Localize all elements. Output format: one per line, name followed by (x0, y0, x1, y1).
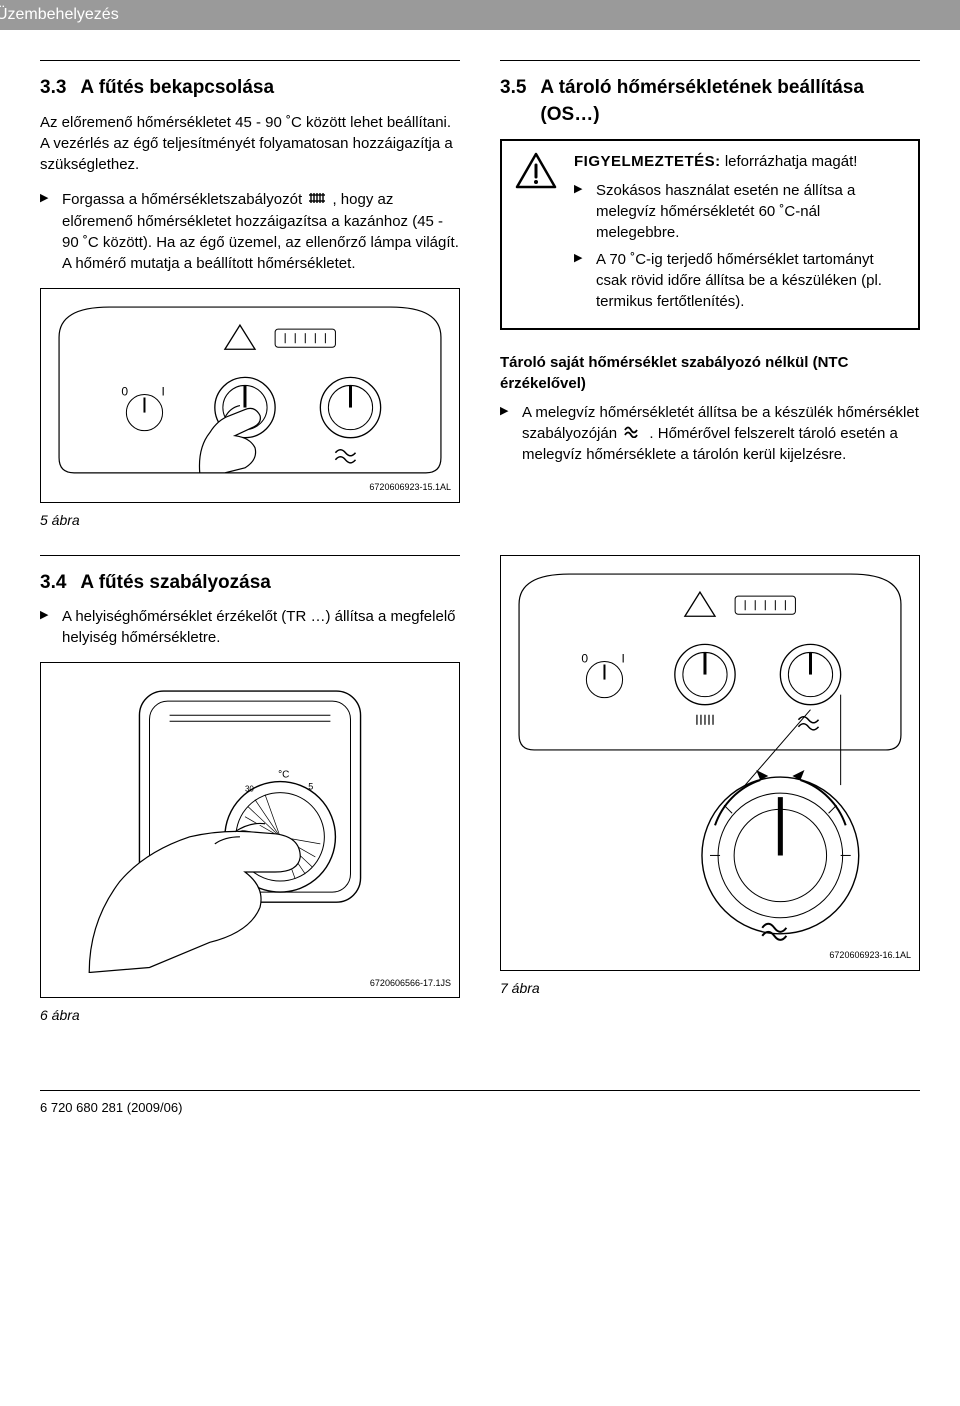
left-column-2: 3.4 A fűtés szabályozása A helyiséghőmér… (40, 555, 460, 1050)
figure-6-code: 6720606566-17.1JS (49, 977, 451, 990)
section-title: A fűtés szabályozása (80, 570, 460, 597)
warning-bullet: Szokásos használat esetén ne állítsa a m… (574, 180, 906, 243)
svg-text:I: I (622, 651, 625, 665)
svg-text:I: I (162, 384, 165, 398)
page-header: 6 | Üzembehelyezés HU (0, 0, 960, 30)
wave-icon (624, 423, 642, 444)
section-3-3-steps: Forgassa a hőmérsékletszabályozót , hogy… (40, 189, 460, 274)
rule (40, 555, 460, 556)
warning-bullets: Szokásos használat esetén ne állítsa a m… (574, 180, 906, 312)
boiler-panel-detail-illustration: 0I (509, 564, 911, 946)
section-number: 3.4 (40, 570, 66, 597)
warning-title: FIGYELMEZTETÉS: (574, 153, 721, 170)
svg-text:°C: °C (278, 770, 289, 781)
section-number: 3.3 (40, 75, 66, 102)
step-item: Forgassa a hőmérsékletszabályozót , hogy… (40, 189, 460, 274)
warning-subtitle: leforrázhatja magát! (725, 153, 858, 170)
header-left: 6 | Üzembehelyezés (0, 4, 119, 26)
figure-6-caption: 6 ábra (40, 1006, 460, 1026)
step-item: A melegvíz hőmérsékletét állítsa be a ké… (500, 402, 920, 466)
svg-text:30: 30 (245, 785, 254, 794)
thermostat-illustration: °C 5 30 (49, 671, 451, 973)
svg-text:0: 0 (581, 651, 588, 665)
rule (500, 60, 920, 61)
boiler-panel-illustration: 0 I (49, 297, 451, 478)
ntc-heading: Tároló saját hőmérséklet szabályozó nélk… (500, 352, 920, 394)
section-3-4-steps: A helyiséghőmérséklet érzékelőt (TR …) á… (40, 606, 460, 648)
rule (40, 60, 460, 61)
figure-7-caption: 7 ábra (500, 979, 920, 999)
section-title: A fűtés bekapcsolása (80, 75, 460, 102)
section-3-3-heading: 3.3 A fűtés bekapcsolása (40, 75, 460, 102)
right-column-2: 0I (500, 555, 920, 1050)
section-3-5-heading: 3.5 A tároló hőmérsékletének beállítása … (500, 75, 920, 128)
figure-5-code: 6720606923-15.1AL (49, 481, 451, 494)
step-text-pre: Forgassa a hőmérsékletszabályozót (62, 191, 306, 208)
figure-7: 0I (500, 555, 920, 971)
left-column: 3.3 A fűtés bekapcsolása Az előremenő hő… (40, 60, 460, 554)
step-item: A helyiséghőmérséklet érzékelőt (TR …) á… (40, 606, 460, 648)
warning-icon (514, 151, 560, 318)
figure-5-caption: 5 ábra (40, 511, 460, 531)
ntc-steps: A melegvíz hőmérsékletét állítsa be a ké… (500, 402, 920, 466)
section-number: 3.5 (500, 75, 526, 102)
section-3-4-heading: 3.4 A fűtés szabályozása (40, 570, 460, 597)
document-id: 6 720 680 281 (2009/06) (40, 1100, 182, 1115)
header-section: Üzembehelyezés (0, 6, 119, 23)
right-column: 3.5 A tároló hőmérsékletének beállítása … (500, 60, 920, 554)
page-footer: 6 720 680 281 (2009/06) (40, 1090, 920, 1117)
radiator-icon (309, 190, 325, 211)
svg-text:5: 5 (308, 782, 313, 792)
figure-5: 0 I 6720606923-15.1AL (40, 288, 460, 503)
figure-7-code: 6720606923-16.1AL (509, 949, 911, 962)
warning-box: FIGYELMEZTETÉS: leforrázhatja magát! Szo… (500, 139, 920, 330)
warning-bullet: A 70 ˚C-ig terjedő hőmérséklet tartomány… (574, 249, 906, 312)
warning-content: FIGYELMEZTETÉS: leforrázhatja magát! Szo… (574, 151, 906, 318)
figure-6: °C 5 30 6720606566-17.1JS (40, 662, 460, 998)
svg-text:0: 0 (121, 384, 128, 398)
section-3-3-intro: Az előremenő hőmérsékletet 45 - 90 ˚C kö… (40, 112, 460, 175)
section-title: A tároló hőmérsékletének beállítása (OS…… (540, 75, 920, 128)
